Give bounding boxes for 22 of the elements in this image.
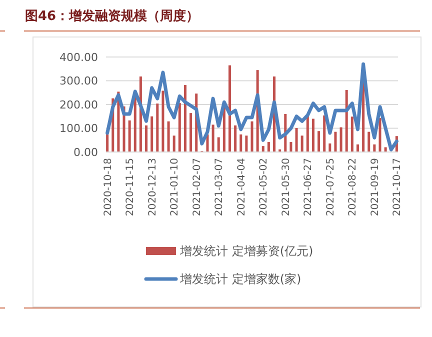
x-tick-label: 2021-02-07 [192,158,203,216]
y-tick-label: 0.00 [74,146,98,159]
y-tick-label: 300.00 [60,74,98,88]
x-tick-label: 2021-04-04 [236,158,248,216]
y-tick-label: 200.00 [60,98,98,112]
y-tick-label: 100.00 [60,122,98,136]
x-tick-label: 2021-10-17 [392,158,404,216]
x-tick-label: 2021-01-10 [170,158,181,216]
x-tick-label: 2020-11-15 [125,158,136,216]
x-tick-label: 2020-10-18 [102,158,114,216]
x-tick-label: 2021-09-19 [370,158,381,216]
legend-label: 增发统计 定增家数(家) [179,272,302,286]
x-tick-label: 2021-05-02 [258,158,270,216]
x-tick-label: 2021-06-27 [303,158,314,216]
x-tick-label: 2020-12-13 [147,158,158,216]
x-tick-label: 2021-07-25 [325,158,336,216]
chart-title: 图46：增发融资规模（周度） [25,8,200,24]
x-tick-label: 2021-03-07 [214,158,226,216]
x-tick-label: 2021-05-30 [280,158,292,216]
x-tick-label: 2021-08-22 [348,158,359,216]
legend-label: 增发统计 定增募资(亿元) [179,244,314,258]
y-tick-label: 400.00 [60,50,98,64]
